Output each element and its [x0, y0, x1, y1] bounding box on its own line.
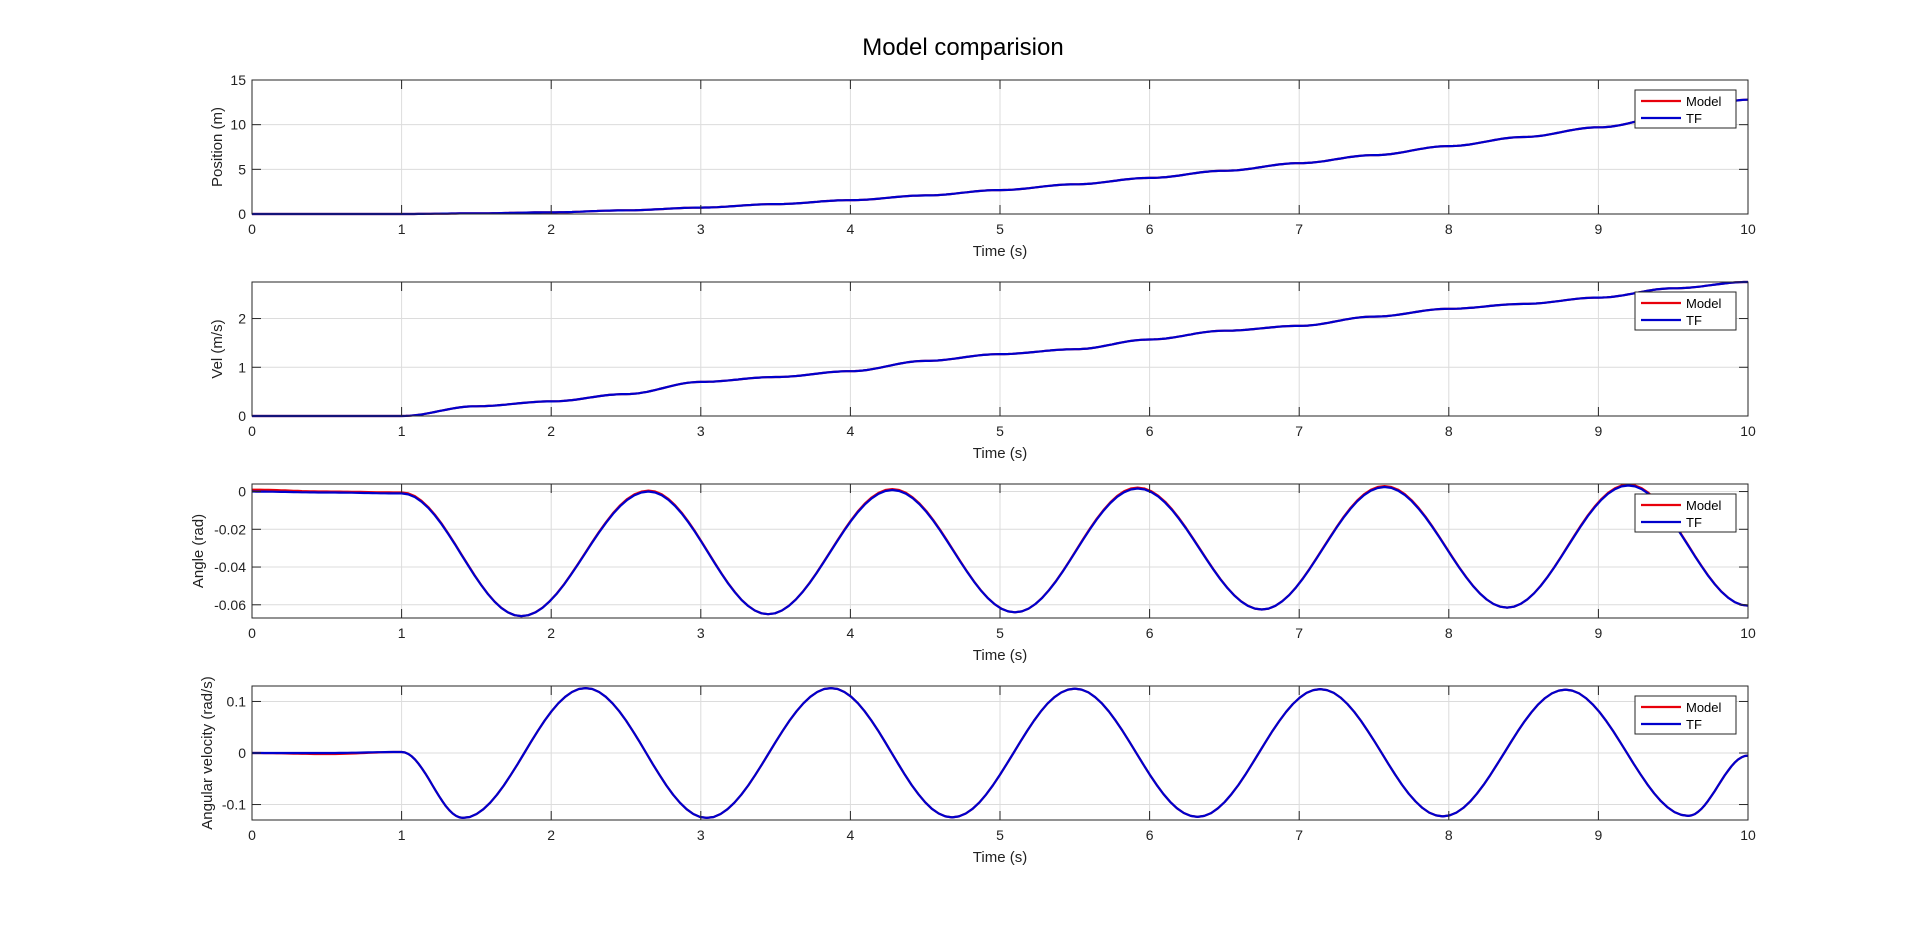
x-axis-label: Time (s)	[973, 647, 1027, 664]
legend: Model TF	[1634, 695, 1737, 735]
x-tick-label: 8	[1445, 827, 1453, 843]
legend-label-tf: TF	[1686, 717, 1702, 732]
subplot-2: 0 1 2 3 4 5 6 7 8 9 10 0 1 2 Time (s) Vel (m/s) Model TF	[209, 280, 1756, 462]
x-tick-label: 10	[1740, 423, 1756, 439]
x-tick-label: 2	[547, 423, 555, 439]
x-tick-label: 2	[547, 221, 555, 237]
x-tick-label: 8	[1445, 625, 1453, 641]
x-tick-label: 6	[1146, 625, 1154, 641]
y-tick-label: 10	[230, 117, 246, 133]
legend-label-model: Model	[1686, 94, 1722, 109]
x-tick-label: 9	[1595, 827, 1603, 843]
x-tick-label: 2	[547, 625, 555, 641]
x-tick-label: 4	[847, 423, 855, 439]
legend: Model TF	[1634, 89, 1737, 129]
x-tick-label: 3	[697, 221, 705, 237]
series-line-tf	[252, 98, 1749, 216]
y-axis-label: Angular velocity (rad/s)	[199, 676, 216, 829]
figure-title: Model comparision	[862, 34, 1063, 61]
legend-box	[1634, 291, 1737, 331]
x-tick-label: 9	[1595, 221, 1603, 237]
y-tick-label: 15	[230, 72, 246, 88]
x-tick-label: 4	[847, 827, 855, 843]
x-tick-label: 7	[1295, 625, 1303, 641]
y-tick-label: -0.1	[222, 797, 246, 813]
x-tick-label: 10	[1740, 625, 1756, 641]
legend-box	[1634, 89, 1737, 129]
x-tick-label: 4	[847, 221, 855, 237]
y-tick-label: 2	[238, 311, 246, 327]
x-axis-label: Time (s)	[973, 243, 1027, 260]
y-axis-label: Position (m)	[209, 107, 226, 187]
x-tick-label: 5	[996, 625, 1004, 641]
x-tick-label: 1	[398, 625, 406, 641]
legend: Model TF	[1634, 291, 1737, 331]
x-axis-label: Time (s)	[973, 445, 1027, 462]
legend-label-model: Model	[1686, 498, 1722, 513]
x-tick-label: 9	[1595, 423, 1603, 439]
x-tick-label: 7	[1295, 221, 1303, 237]
subplot-1: 0 1 2 3 4 5 6 7 8 9 10 0 5 10 15 Time (s) Position (m) Mo…	[209, 72, 1756, 260]
x-tick-label: 6	[1146, 221, 1154, 237]
legend-box	[1634, 493, 1737, 533]
x-axis-label: Time (s)	[973, 849, 1027, 866]
y-tick-label: 0	[238, 484, 246, 500]
x-tick-label: 3	[697, 625, 705, 641]
x-tick-label: 9	[1595, 625, 1603, 641]
x-tick-label: 10	[1740, 221, 1756, 237]
x-tick-label: 0	[248, 423, 256, 439]
y-tick-label: 0.1	[227, 693, 247, 709]
x-tick-label: 2	[547, 827, 555, 843]
x-tick-label: 0	[248, 827, 256, 843]
legend-label-model: Model	[1686, 700, 1722, 715]
y-tick-label: -0.06	[214, 597, 246, 613]
x-tick-label: 5	[996, 221, 1004, 237]
x-tick-label: 0	[248, 625, 256, 641]
y-tick-label: -0.02	[214, 521, 246, 537]
x-tick-label: 0	[248, 221, 256, 237]
x-tick-label: 4	[847, 625, 855, 641]
x-tick-label: 3	[697, 827, 705, 843]
x-tick-label: 7	[1295, 423, 1303, 439]
subplot-3: 0 1 2 3 4 5 6 7 8 9 10 0 -0.02 -0.04 -0.06 Time (s) Angl…	[190, 483, 1756, 664]
y-axis-label: Vel (m/s)	[209, 319, 226, 378]
series-line-tf	[251, 484, 1749, 618]
y-tick-label: 0	[238, 745, 246, 761]
y-tick-label: 0	[238, 206, 246, 222]
legend-label-tf: TF	[1686, 111, 1702, 126]
y-tick-label: 1	[238, 359, 246, 375]
y-tick-label: 0	[238, 408, 246, 424]
series-line-tf	[252, 280, 1748, 418]
legend: Model TF	[1634, 493, 1737, 533]
x-tick-label: 5	[996, 827, 1004, 843]
x-tick-label: 8	[1445, 221, 1453, 237]
x-tick-label: 6	[1146, 827, 1154, 843]
y-axis-label: Angle (rad)	[190, 514, 207, 588]
x-tick-label: 1	[398, 423, 406, 439]
legend-box	[1634, 695, 1737, 735]
legend-label-tf: TF	[1686, 313, 1702, 328]
series-line-tf	[252, 686, 1749, 820]
x-tick-label: 7	[1295, 827, 1303, 843]
legend-label-model: Model	[1686, 296, 1722, 311]
x-tick-label: 8	[1445, 423, 1453, 439]
legend-label-tf: TF	[1686, 515, 1702, 530]
x-tick-label: 1	[398, 827, 406, 843]
x-tick-label: 10	[1740, 827, 1756, 843]
x-tick-label: 3	[697, 423, 705, 439]
x-tick-label: 6	[1146, 423, 1154, 439]
x-tick-label: 5	[996, 423, 1004, 439]
y-tick-label: 5	[238, 161, 246, 177]
y-tick-label: -0.04	[214, 559, 246, 575]
x-tick-label: 1	[398, 221, 406, 237]
